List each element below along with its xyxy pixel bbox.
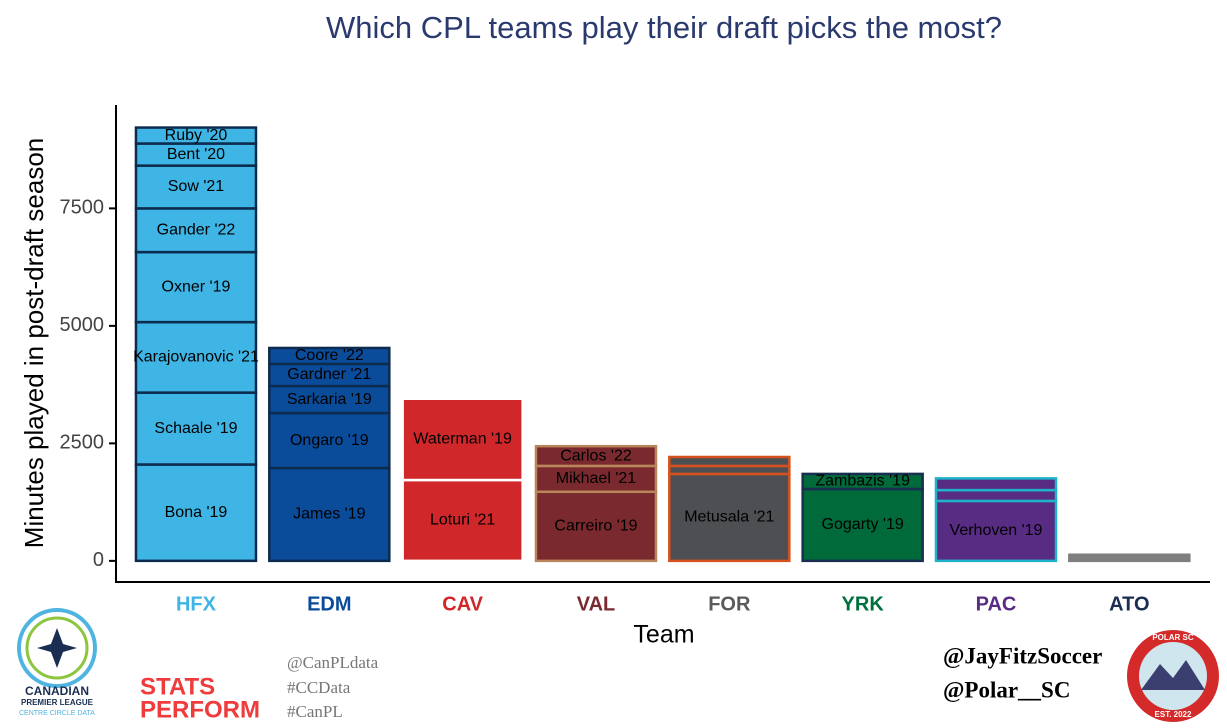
segment-label: Bona '19	[165, 504, 228, 521]
bar-segment	[534, 464, 658, 494]
segment-label: Carlos '22	[560, 447, 632, 464]
x-tick-label: EDM	[307, 593, 351, 615]
bar-segment	[268, 466, 391, 563]
segment-label: Carreiro '19	[554, 518, 637, 535]
bar-segment	[934, 499, 1058, 563]
tag: @CanPLdata	[287, 653, 379, 672]
bar-segment	[134, 164, 258, 210]
logo-text: CANADIAN	[25, 684, 89, 698]
segment-label: Verhoven '19	[950, 522, 1043, 539]
bar-segment	[268, 346, 391, 366]
bar-segment	[534, 444, 658, 468]
segment-label: Ongaro '19	[290, 432, 369, 449]
segment-label: Coore '22	[295, 347, 364, 364]
bar-segment	[668, 472, 791, 563]
cpl-logo: CANADIAN PREMIER LEAGUE CENTRE CIRCLE DA…	[17, 608, 97, 717]
segment-label: Metusala '21	[684, 509, 774, 526]
segment-label: Mikhael '21	[556, 470, 637, 487]
bar-segment	[134, 320, 258, 394]
bar-segment	[801, 472, 924, 491]
stats-logo: STATS	[140, 673, 215, 700]
bar-segment	[801, 487, 924, 563]
segment-label: Gogarty '19	[822, 516, 904, 533]
segment-label: Waterman '19	[413, 431, 512, 448]
bar-segment	[134, 250, 258, 324]
polar-badge: POLAR SC EST. 2022	[1127, 630, 1219, 722]
x-tick-label: PAC	[976, 593, 1017, 615]
bar-segment	[534, 490, 658, 563]
bar-segment	[668, 455, 791, 468]
y-axis-label: Minutes played in post-draft season	[19, 138, 49, 548]
tag: #CCData	[287, 678, 351, 697]
segment-label: James '19	[293, 506, 366, 523]
bar-segment	[268, 384, 391, 415]
bar-segment	[401, 397, 524, 482]
logo-text: CENTRE CIRCLE DATA	[19, 710, 95, 717]
bar-segment	[934, 477, 1058, 492]
segment-label: Gardner '21	[287, 366, 371, 383]
bar-segment	[1068, 553, 1191, 563]
segment-label: Sow '21	[168, 178, 225, 195]
tag: #CanPL	[287, 702, 343, 721]
x-tick-label: HFX	[176, 593, 217, 615]
y-tick-label: 2500	[60, 432, 105, 454]
x-tick-label: VAL	[577, 593, 616, 615]
segment-label: Bent '20	[167, 146, 225, 163]
y-tick-label: 5000	[60, 314, 105, 336]
x-tick-label: CAV	[442, 593, 483, 615]
chart-title: Which CPL teams play their draft picks t…	[326, 10, 1002, 45]
segment-label: Karajovanovic '21	[133, 349, 259, 366]
x-tick-label: FOR	[708, 593, 751, 615]
logo-text: PREMIER LEAGUE	[21, 698, 94, 707]
y-tick-label: 7500	[60, 197, 105, 219]
y-tick-label: 0	[93, 549, 104, 571]
badge-text: EST. 2022	[1155, 710, 1192, 719]
segment-label: Ruby '20	[165, 127, 228, 144]
segment-label: Gander '22	[157, 221, 236, 238]
bar-segment	[268, 411, 391, 470]
perform-logo: PERFORM	[140, 696, 260, 723]
x-tick-label: ATO	[1109, 593, 1149, 615]
segment-label: Schaale '19	[154, 420, 237, 437]
segment-label: Oxner '19	[162, 278, 231, 295]
bar-segment	[401, 478, 524, 563]
bar-segment	[134, 207, 258, 254]
x-axis-label: Team	[633, 621, 694, 649]
bar-segment	[401, 391, 524, 397]
badge-text: POLAR SC	[1152, 633, 1194, 642]
segment-label: Loturi '21	[430, 512, 495, 529]
bar-segment	[934, 488, 1058, 503]
bar-segment	[134, 126, 258, 145]
bar-segment	[134, 391, 258, 466]
segment-label: Zambazis '19	[815, 473, 910, 490]
segment-label: Sarkaria '19	[287, 391, 372, 408]
handle: @Polar__SC	[943, 677, 1070, 703]
x-tick-label: YRK	[842, 593, 885, 615]
handle: @JayFitzSoccer	[943, 643, 1102, 669]
